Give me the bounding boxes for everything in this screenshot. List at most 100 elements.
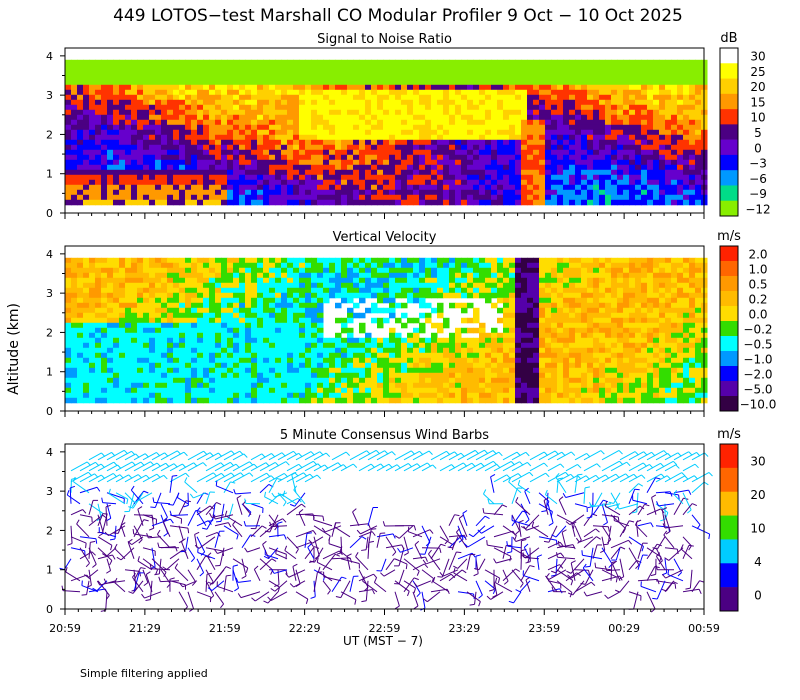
field-cell	[101, 392, 108, 399]
field-cell	[557, 179, 564, 186]
field-cell	[431, 199, 438, 206]
field-cell	[233, 94, 240, 101]
field-cell	[299, 277, 306, 284]
field-cell	[95, 179, 102, 186]
field-cell	[107, 257, 114, 264]
field-cell	[473, 174, 480, 181]
field-cell	[479, 89, 486, 96]
field-cell	[161, 64, 168, 71]
field-cell	[431, 144, 438, 151]
field-cell	[503, 84, 510, 91]
field-cell	[425, 179, 432, 186]
field-cell	[659, 169, 666, 176]
field-cell	[407, 164, 414, 171]
field-cell	[425, 154, 432, 161]
field-cell	[629, 89, 636, 96]
field-cell	[329, 189, 336, 196]
field-cell	[137, 154, 144, 161]
field-cell	[395, 372, 402, 379]
field-cell	[653, 124, 660, 131]
field-cell	[395, 179, 402, 186]
field-cell	[659, 159, 666, 166]
field-cell	[449, 134, 456, 141]
field-cell	[77, 392, 84, 399]
field-cell	[281, 179, 288, 186]
field-cell	[653, 169, 660, 176]
field-cell	[149, 99, 156, 106]
field-cell	[185, 129, 192, 136]
field-cell	[659, 129, 666, 136]
field-cell	[125, 84, 132, 91]
field-cell	[269, 277, 276, 284]
field-cell	[545, 124, 552, 131]
field-cell	[197, 257, 204, 264]
field-cell	[581, 149, 588, 156]
field-cell	[353, 124, 360, 131]
field-cell	[653, 184, 660, 191]
field-cell	[185, 114, 192, 121]
field-cell	[491, 154, 498, 161]
field-cell	[437, 59, 444, 66]
field-cell	[149, 297, 156, 304]
field-cell	[311, 184, 318, 191]
field-cell	[305, 372, 312, 379]
field-cell	[539, 124, 546, 131]
field-cell	[551, 124, 558, 131]
field-cell	[323, 134, 330, 141]
field-cell	[455, 129, 462, 136]
field-cell	[503, 154, 510, 161]
field-cell	[389, 367, 396, 374]
field-cell	[557, 104, 564, 111]
field-cell	[281, 282, 288, 289]
field-cell	[167, 312, 174, 319]
field-cell	[647, 89, 654, 96]
field-cell	[641, 124, 648, 131]
field-cell	[395, 184, 402, 191]
field-cell	[293, 312, 300, 319]
field-cell	[353, 84, 360, 91]
field-cell	[137, 74, 144, 81]
field-cell	[419, 174, 426, 181]
field-cell	[107, 94, 114, 101]
field-cell	[191, 357, 198, 364]
field-cell	[167, 74, 174, 81]
field-cell	[203, 277, 210, 284]
field-cell	[509, 159, 516, 166]
field-cell	[269, 262, 276, 269]
field-cell	[89, 267, 96, 274]
field-cell	[515, 74, 522, 81]
field-cell	[71, 387, 78, 394]
field-cell	[143, 199, 150, 206]
field-cell	[365, 134, 372, 141]
field-cell	[425, 194, 432, 201]
field-cell	[185, 357, 192, 364]
field-cell	[419, 337, 426, 344]
field-cell	[125, 277, 132, 284]
field-cell	[179, 352, 186, 359]
field-cell	[563, 189, 570, 196]
field-cell	[221, 367, 228, 374]
field-cell	[179, 64, 186, 71]
field-cell	[425, 352, 432, 359]
field-cell	[251, 199, 258, 206]
field-cell	[515, 134, 522, 141]
field-cell	[431, 387, 438, 394]
field-cell	[485, 154, 492, 161]
field-cell	[125, 124, 132, 131]
field-cell	[479, 139, 486, 146]
field-cell	[641, 119, 648, 126]
field-cell	[101, 292, 108, 299]
field-cell	[491, 94, 498, 101]
field-cell	[335, 317, 342, 324]
field-cell	[167, 154, 174, 161]
field-cell	[101, 159, 108, 166]
field-cell	[305, 104, 312, 111]
field-cell	[317, 89, 324, 96]
field-cell	[401, 397, 408, 404]
field-cell	[437, 327, 444, 334]
field-cell	[599, 79, 606, 86]
field-cell	[437, 257, 444, 264]
field-cell	[425, 372, 432, 379]
field-cell	[635, 169, 642, 176]
field-cell	[161, 342, 168, 349]
